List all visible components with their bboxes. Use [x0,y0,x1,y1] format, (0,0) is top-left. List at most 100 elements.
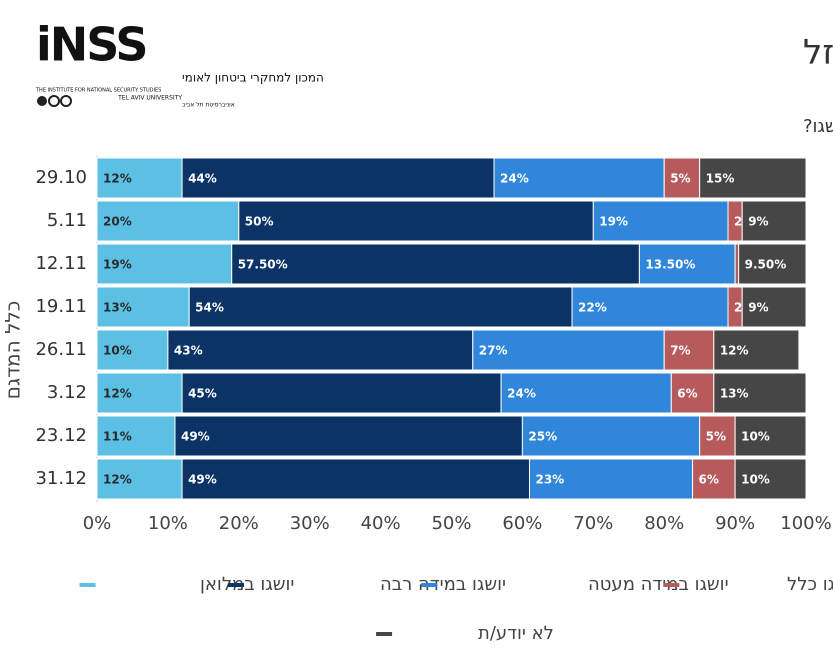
data-label: 10% [103,344,132,358]
logo-icon [37,96,47,106]
y-axis-label: כלל המדגם [1,301,25,400]
bar-segment [734,458,807,500]
data-label: 19% [599,215,628,229]
bar-segment [96,243,233,285]
x-tick-label: 50% [431,513,471,534]
bar-segment [238,200,594,242]
y-tick-label: 26.11 [35,339,87,360]
y-tick-label: 5.11 [47,210,87,231]
data-label: 27% [479,344,508,358]
bar-segment [663,329,715,371]
bar-segment [96,415,176,457]
data-label: 15% [706,172,735,186]
data-label: 49% [181,430,210,444]
x-tick-label: 100% [780,513,831,534]
logo-icon [48,95,60,107]
bar-segment [670,372,715,414]
data-label: 12% [103,387,132,401]
chart-title: ממצאי סקר חרבות ברזל [803,33,833,73]
data-label: 12% [720,344,749,358]
bar-segment [528,458,694,500]
x-tick-label: 80% [644,513,684,534]
y-tick-label: 31.12 [35,468,87,489]
x-tick-label: 20% [219,513,259,534]
legend-swatch [421,583,438,587]
legend-swatch [376,632,393,636]
logo-icon [60,95,72,107]
legend-swatch [79,583,96,587]
bar-segment [738,243,807,285]
bar-segment [713,372,807,414]
data-label: 6% [677,387,697,401]
legend-swatch [227,583,244,587]
data-label: 57.50% [238,258,288,272]
data-label: 10% [741,430,770,444]
bar-segment [493,157,665,199]
data-label: 9.50% [745,258,787,272]
x-tick-label: 30% [290,513,330,534]
bar-segment [663,157,701,199]
bar-segment [181,372,502,414]
y-tick-label: 29.10 [35,167,87,188]
bar-segment [571,286,729,328]
data-label: 6% [699,473,719,487]
bar-segment [713,329,800,371]
data-label: 43% [174,344,203,358]
legend-label: יושגו במלואן [200,574,294,595]
legend-label: לא יודע/ת [478,623,554,644]
bar-segment [96,286,190,328]
bar-segment [741,286,807,328]
logo-hebrew: המכון למחקרי ביטחון לאומי [182,71,324,85]
data-label: 9% [748,301,768,315]
logo-univ-he: אוניברסיטת תל אביב [182,102,235,109]
data-label: 11% [103,430,132,444]
logo-english: THE INSTITUTE FOR NATIONAL SECURITY STUD… [35,88,161,94]
legend-label: יושגו במידה רבה [380,574,506,595]
bar-segment [188,286,573,328]
data-label: 22% [578,301,607,315]
x-tick-label: 40% [361,513,401,534]
bar-segment [96,372,183,414]
bar-segment [167,329,474,371]
bar-segment [699,415,736,457]
y-tick-label: 23.12 [35,425,87,446]
data-label: 44% [188,172,217,186]
bar-segment [181,458,530,500]
logo-name: iNSS [36,18,146,72]
bar-segment [699,157,807,199]
bar-segment [734,415,807,457]
bar-segment [181,157,495,199]
y-tick-label: 3.12 [47,382,87,403]
y-tick-label: 12.11 [35,253,87,274]
data-label: 24% [500,172,529,186]
data-label: 20% [103,215,132,229]
legend-label: לא יושגו כלל [787,574,833,595]
x-tick-label: 70% [573,513,613,534]
data-label: 45% [188,387,217,401]
bar-segment [96,458,183,500]
bar-segment [472,329,665,371]
data-label: 13% [720,387,749,401]
x-tick-label: 60% [502,513,542,534]
data-label: 12% [103,172,132,186]
x-tick-label: 10% [148,513,188,534]
data-label: 5% [670,172,690,186]
data-label: 13.50% [645,258,695,272]
x-tick-label: 0% [83,513,112,534]
data-label: 24% [507,387,536,401]
logo-univ-en: TEL AVIV UNIVERSITY [117,95,182,102]
bar-segment [231,243,640,285]
data-label: 49% [188,473,217,487]
bar-segment [174,415,523,457]
bar-segment [741,200,807,242]
data-label: 54% [195,301,224,315]
data-label: 5% [706,430,726,444]
data-label: 13% [103,301,132,315]
bar-segment [96,329,169,371]
data-label: 23% [535,473,564,487]
legend-swatch [663,583,680,587]
bar-segment [592,200,729,242]
data-label: 25% [528,430,557,444]
bar-segment [734,243,740,285]
